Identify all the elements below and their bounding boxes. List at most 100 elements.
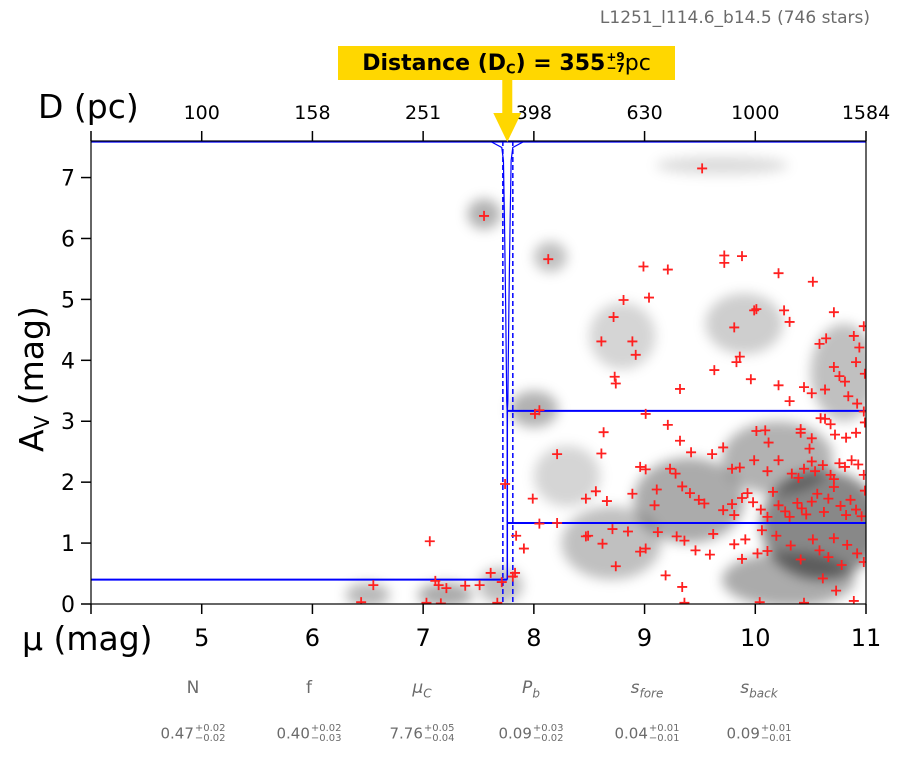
- star-marker: [807, 534, 818, 545]
- x-tick-label: 7: [416, 624, 431, 652]
- star-marker: [679, 597, 690, 604]
- star-marker: [856, 511, 866, 522]
- star-marker: [597, 538, 608, 549]
- density-blob: [655, 156, 789, 175]
- star-marker: [534, 518, 545, 529]
- star-marker: [854, 342, 865, 353]
- star-marker: [485, 567, 496, 578]
- star-marker: [814, 338, 825, 349]
- star-marker: [773, 500, 784, 511]
- star-marker: [699, 498, 710, 509]
- top-tick-label: 251: [405, 102, 441, 124]
- density-blob: [533, 445, 601, 507]
- star-marker: [608, 312, 619, 323]
- star-marker: [773, 268, 784, 279]
- star-marker: [852, 398, 863, 409]
- star-marker: [784, 396, 795, 407]
- y-tick-label: 3: [61, 410, 75, 435]
- star-marker: [704, 549, 715, 560]
- star-marker: [793, 472, 804, 483]
- star-marker: [679, 535, 690, 546]
- star-marker: [851, 504, 862, 515]
- star-marker: [675, 383, 685, 394]
- star-markers: [356, 163, 866, 604]
- star-marker: [801, 509, 812, 520]
- param-value: 0.40 +0.02 −0.03: [276, 723, 342, 744]
- star-marker: [796, 503, 807, 514]
- star-marker: [543, 254, 554, 265]
- density-blob: [810, 323, 866, 422]
- param-name: μC: [412, 678, 432, 701]
- model-lines: [91, 141, 866, 604]
- star-marker: [848, 595, 859, 604]
- y-tick-label: 5: [61, 288, 75, 313]
- x-tick-label: 8: [526, 624, 541, 652]
- star-marker: [737, 492, 747, 503]
- star-marker: [727, 499, 738, 510]
- star-marker: [718, 442, 729, 453]
- star-marker: [806, 388, 817, 399]
- param-value: 0.47 +0.02 −0.02: [160, 723, 226, 744]
- star-marker: [708, 528, 719, 539]
- star-marker: [590, 486, 601, 497]
- star-marker: [853, 459, 864, 470]
- star-marker: [752, 548, 763, 559]
- star-marker: [785, 540, 796, 551]
- star-marker: [835, 500, 846, 511]
- star-marker: [740, 534, 751, 545]
- star-marker: [831, 585, 842, 596]
- star-marker: [518, 543, 529, 554]
- param-name: sback: [740, 678, 778, 701]
- star-marker: [795, 554, 806, 565]
- star-marker: [795, 427, 806, 438]
- star-marker: [839, 376, 850, 387]
- star-marker: [823, 493, 834, 504]
- star-marker: [430, 575, 441, 586]
- star-marker: [754, 597, 765, 604]
- star-marker: [734, 462, 745, 473]
- star-marker: [421, 597, 432, 604]
- star-marker: [496, 577, 507, 588]
- star-marker: [677, 581, 688, 592]
- star-marker: [828, 362, 839, 373]
- field-label: L1251_l114.6_b14.5 (746 stars): [599, 8, 870, 28]
- distance-arrow-shaft: [502, 80, 513, 114]
- density-blob: [633, 457, 745, 544]
- star-marker: [552, 517, 563, 528]
- star-marker: [848, 330, 859, 341]
- banner-sub: C: [506, 62, 516, 78]
- y-tick-label: 4: [61, 349, 75, 374]
- star-marker: [810, 466, 821, 477]
- param-value: 0.09 +0.01 −0.01: [726, 723, 792, 744]
- star-marker: [690, 545, 701, 556]
- star-marker: [762, 545, 773, 556]
- star-marker: [818, 507, 829, 518]
- star-marker: [780, 506, 791, 517]
- star-marker: [755, 504, 766, 515]
- top-axis-label: D (pc): [38, 87, 139, 126]
- star-marker: [749, 455, 760, 466]
- star-marker: [737, 251, 747, 262]
- top-tick-label: 630: [626, 102, 662, 124]
- param-name: N: [186, 678, 200, 698]
- star-marker: [630, 349, 641, 360]
- star-marker: [846, 455, 857, 466]
- star-marker: [527, 493, 538, 504]
- density-blob: [722, 421, 833, 495]
- star-marker: [784, 511, 795, 522]
- star-marker: [841, 510, 852, 521]
- star-marker: [677, 481, 688, 492]
- star-marker: [435, 598, 446, 604]
- density-map: [91, 141, 866, 604]
- star-marker: [684, 488, 695, 499]
- star-marker: [859, 485, 866, 496]
- star-marker: [662, 419, 673, 430]
- star-marker: [651, 484, 662, 495]
- param-name: Pb: [522, 678, 540, 701]
- star-marker: [812, 488, 823, 499]
- star-marker: [652, 527, 663, 538]
- star-marker: [773, 455, 784, 466]
- star-marker: [749, 305, 760, 316]
